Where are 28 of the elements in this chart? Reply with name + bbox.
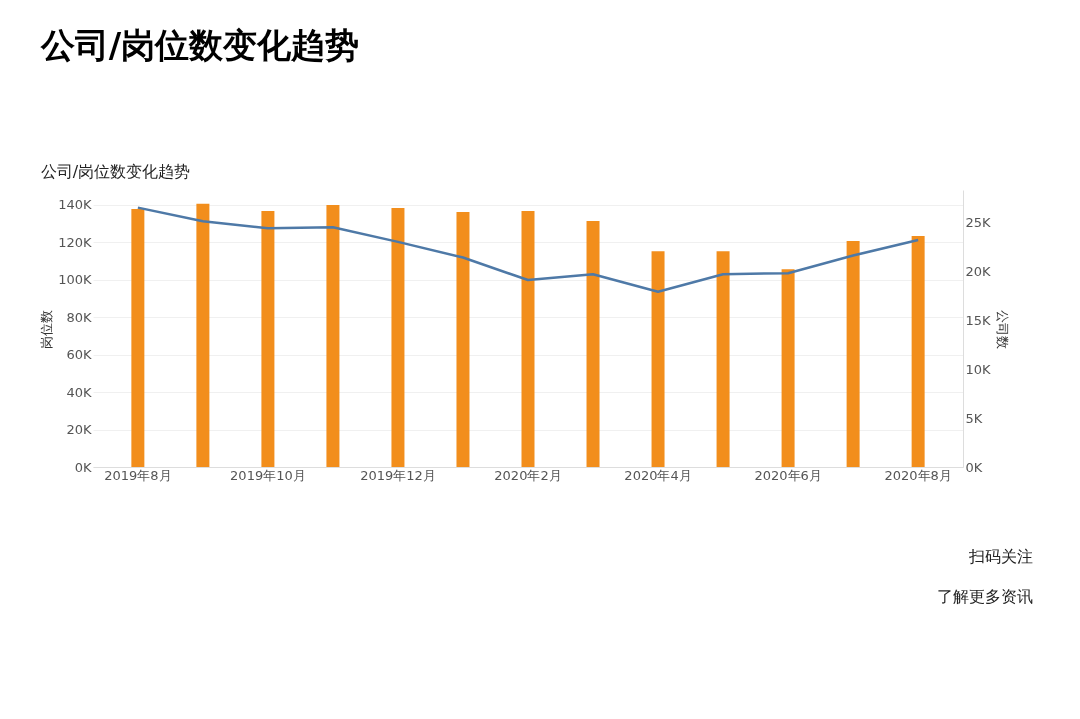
text: 扫码关注 <box>968 547 1033 566</box>
chart-title: 公司/岗位数变化趋势 <box>39 25 360 65</box>
y-tick-label: 20K <box>66 422 92 438</box>
y-axis-title: 岗位数 <box>39 309 55 349</box>
y2-tick-label: 10K <box>965 361 992 377</box>
x-tick-label: 2019年12月 <box>360 467 436 483</box>
y-tick-label: 40K <box>66 384 92 400</box>
x-tick-label: 2020年6月 <box>754 467 822 483</box>
y-tick-label: 120K <box>58 234 92 250</box>
y2-tick-label: 15K <box>965 312 992 328</box>
y-tick-label: 140K <box>58 197 92 213</box>
y-tick-label: 80K <box>66 309 92 325</box>
x-tick-label: 2019年8月 <box>104 467 172 483</box>
x-tick-label: 2020年2月 <box>494 467 562 483</box>
y2-axis-title: 公司数 <box>994 309 1010 349</box>
chart-subtitle: 公司/岗位数变化趋势 <box>40 162 191 181</box>
x-tick-label: 2020年4月 <box>624 467 692 483</box>
y-tick-label: 0K <box>74 459 92 475</box>
text: 了解更多资讯 <box>937 587 1033 606</box>
line-series <box>136 206 920 294</box>
x-tick-label: 2019年10月 <box>230 467 306 483</box>
y-tick-label: 100K <box>58 272 92 288</box>
y2-tick-label: 5K <box>965 410 983 426</box>
y2-tick-label: 25K <box>965 214 992 230</box>
y2-tick-label: 0K <box>965 459 983 475</box>
y2-tick-label: 20K <box>965 263 992 279</box>
x-tick-label: 2020年8月 <box>884 467 952 483</box>
y-tick-label: 60K <box>66 347 92 363</box>
